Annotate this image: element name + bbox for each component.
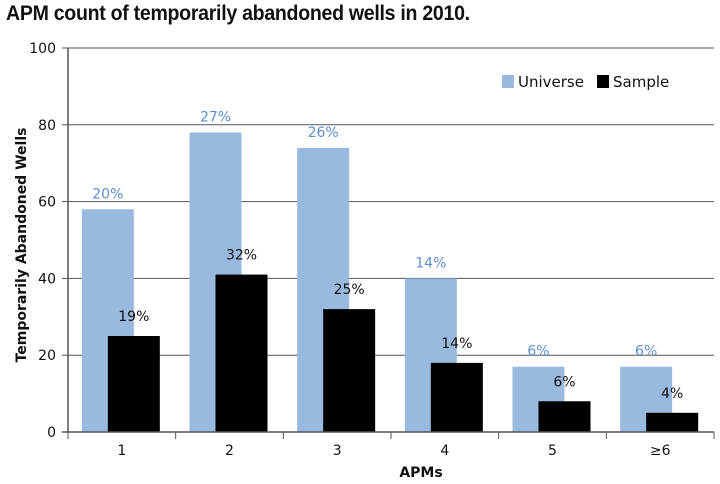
x-tick-label: 4 [440, 443, 449, 459]
sample-bar [538, 401, 591, 432]
y-tick-label: 60 [38, 195, 56, 211]
y-tick-label: 0 [47, 425, 56, 441]
legend-universe-swatch [502, 75, 514, 88]
sample-bar [215, 274, 268, 432]
legend-sample-label: Sample [613, 73, 669, 91]
x-tick-label: 3 [333, 443, 342, 459]
sample-data-label: 32% [226, 248, 257, 264]
sample-data-label: 14% [441, 336, 472, 352]
x-tick-label: 1 [117, 443, 126, 459]
legend-sample-swatch [597, 75, 609, 88]
x-tick-label: 5 [548, 443, 557, 459]
sample-data-label: 4% [661, 386, 683, 402]
universe-data-label: 6% [635, 344, 657, 360]
y-tick-label: 80 [38, 118, 56, 134]
universe-data-label: 26% [308, 125, 339, 141]
sample-bar [107, 336, 160, 432]
universe-data-label: 14% [415, 255, 446, 271]
y-tick-label: 100 [29, 41, 56, 57]
universe-data-label: 6% [527, 344, 549, 360]
y-axis-title: Temporarily Abandoned Wells [14, 128, 30, 363]
x-axis-title: APMs [399, 465, 442, 481]
universe-data-label: 27% [200, 109, 231, 125]
chart-title: APM count of temporarily abandoned wells… [6, 2, 470, 25]
x-tick-label: ≥6 [650, 443, 671, 459]
sample-data-label: 6% [553, 374, 575, 390]
sample-bar [430, 362, 483, 432]
universe-data-label: 20% [92, 186, 123, 202]
sample-bar [646, 412, 699, 432]
sample-data-label: 19% [118, 309, 149, 325]
legend-universe-label: Universe [518, 73, 584, 91]
y-tick-label: 40 [38, 271, 56, 287]
sample-data-label: 25% [334, 282, 365, 298]
y-tick-label: 20 [38, 348, 56, 364]
x-tick-label: 2 [225, 443, 234, 459]
sample-bar [323, 309, 376, 432]
